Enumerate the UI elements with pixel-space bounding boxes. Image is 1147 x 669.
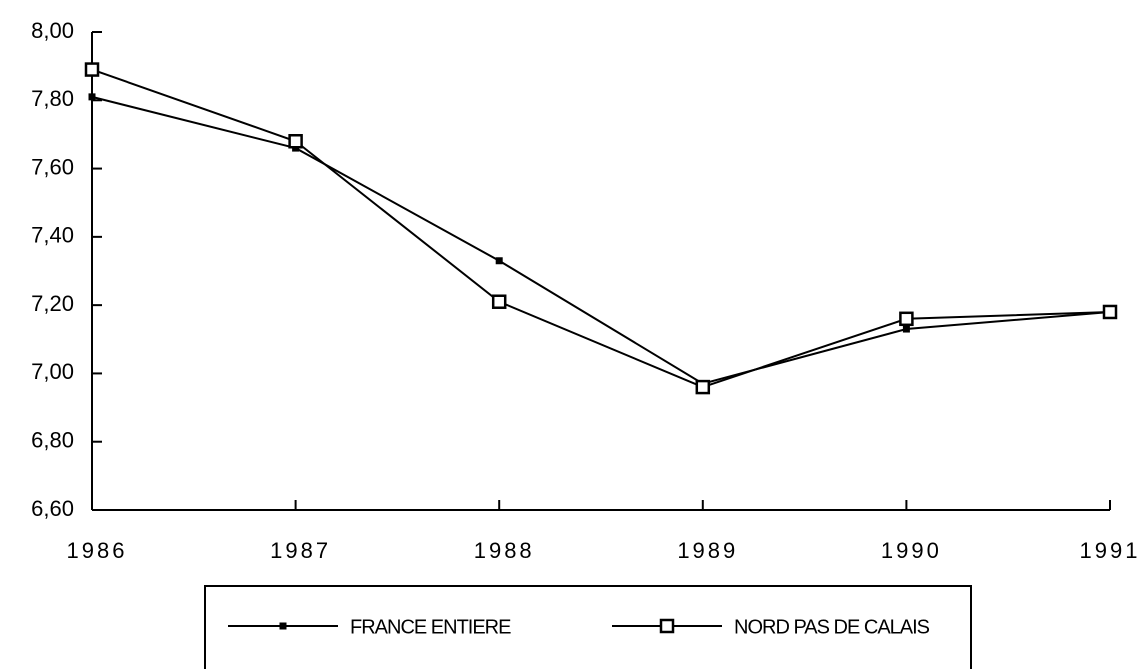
y-tick-label: 8,00 xyxy=(31,18,74,43)
marker xyxy=(279,622,287,630)
x-tick-label: 1986 xyxy=(67,538,128,563)
x-tick-label: 1990 xyxy=(881,538,942,563)
x-tick-label: 1987 xyxy=(270,538,331,563)
series-line xyxy=(91,95,1111,385)
y-tick-label: 7,40 xyxy=(31,223,74,248)
y-tick-label: 7,60 xyxy=(31,154,74,179)
marker xyxy=(495,257,503,265)
marker xyxy=(902,325,910,333)
marker xyxy=(695,379,711,395)
series-line xyxy=(91,68,1111,389)
y-tick-label: 7,20 xyxy=(31,291,74,316)
x-tick-label: 1991 xyxy=(1080,538,1141,563)
x-tick-label: 1989 xyxy=(677,538,738,563)
y-tick-label: 7,80 xyxy=(31,86,74,111)
legend-box xyxy=(204,585,972,669)
marker xyxy=(659,618,675,634)
legend-label: NORD PAS DE CALAIS xyxy=(734,616,930,638)
marker xyxy=(1102,304,1118,320)
marker xyxy=(288,134,303,149)
y-tick-label: 6,60 xyxy=(31,496,74,521)
marker xyxy=(84,62,100,77)
x-tick-label: 1988 xyxy=(474,538,535,563)
marker xyxy=(899,311,914,327)
legend-label: FRANCE ENTIERE xyxy=(350,616,511,638)
marker xyxy=(491,294,507,309)
y-tick-label: 7,00 xyxy=(31,359,74,384)
marker xyxy=(88,93,96,101)
y-tick-label: 6,80 xyxy=(31,428,74,453)
